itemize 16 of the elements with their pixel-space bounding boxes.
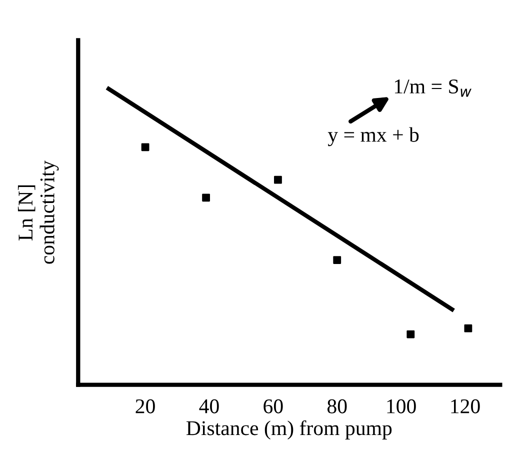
x-tick-label: 120 [451,399,480,414]
x-tick-label: 100 [387,399,416,414]
x-tick-label: 40 [199,399,219,414]
point [202,194,210,202]
annotation: y = mx + b [328,127,419,146]
point [333,256,342,264]
x-tick-label: 60 [264,399,283,414]
point [464,324,472,332]
y-axis-title: Ln [N] conductivity [18,160,59,264]
point [274,176,282,184]
annotation: 1/m = S$_{w}$ [394,80,472,97]
x-tick-label: 20 [136,399,155,414]
x-axis-title: Distance (m) from pump [186,420,392,440]
point [141,143,150,152]
x-tick-label: 80 [327,399,347,414]
point [406,330,415,338]
